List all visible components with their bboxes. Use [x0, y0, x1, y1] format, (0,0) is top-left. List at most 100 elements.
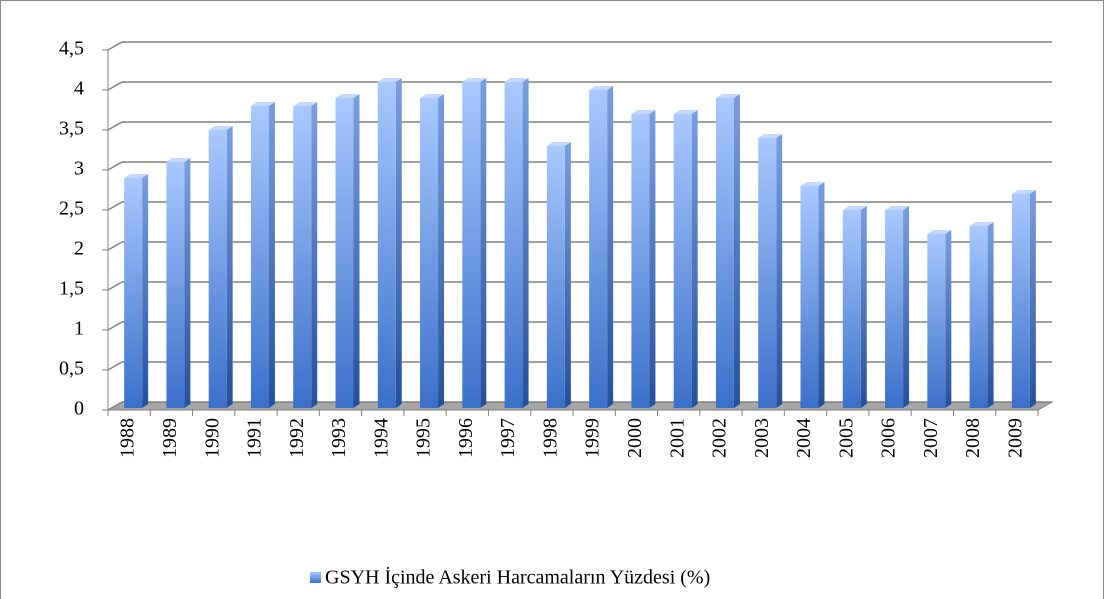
bar-top [462, 78, 487, 82]
x-tick-label: 1997 [497, 418, 519, 458]
bar-side [268, 102, 275, 408]
bar-top [800, 182, 825, 186]
y-tick-label: 1 [74, 318, 84, 340]
x-tick-label: 2001 [666, 418, 688, 458]
grid-line-side [107, 121, 123, 131]
bar [673, 114, 692, 408]
bar [1011, 194, 1030, 408]
bar-side [311, 102, 318, 408]
x-tick-label: 2008 [962, 418, 984, 458]
bar-top [885, 206, 910, 210]
x-tick-label: 1999 [582, 418, 604, 458]
y-tick-label: 2 [74, 238, 84, 260]
x-tick-label: 2000 [624, 418, 646, 458]
x-tick-label: 1992 [286, 418, 308, 458]
bar-side [733, 94, 740, 408]
bar-top [546, 142, 571, 146]
bar-top [927, 230, 952, 234]
bar [208, 130, 227, 408]
bar-side [1029, 190, 1036, 408]
bar [420, 98, 439, 408]
bar-top [589, 86, 614, 90]
bar-side [395, 78, 402, 408]
grid-line-side [107, 401, 123, 411]
bar-top [420, 94, 445, 98]
bar-side [522, 78, 529, 408]
x-tick-label: 2006 [878, 418, 900, 458]
bar [124, 178, 143, 408]
grid-line-side [107, 321, 123, 331]
bar-side [438, 94, 445, 408]
bar-side [564, 142, 571, 408]
x-tick-label: 1996 [455, 418, 477, 458]
y-tick-label: 4,5 [59, 38, 84, 60]
bar [546, 146, 565, 408]
bar-side [607, 86, 614, 408]
bar-top [377, 78, 402, 82]
grid-line-side [107, 241, 123, 251]
bar-side [945, 230, 952, 408]
grid-line-side [107, 161, 123, 171]
bar [250, 106, 269, 408]
bar-side [903, 206, 910, 408]
bar-top [842, 206, 867, 210]
bar [166, 162, 185, 408]
grid-line-side [107, 201, 123, 211]
floor [106, 401, 1054, 411]
bar [715, 98, 734, 408]
bar-top [124, 174, 149, 178]
bar-side [691, 110, 698, 408]
bar-top [1011, 190, 1036, 194]
bar-side [480, 78, 487, 408]
legend-label: GSYH İçinde Askeri Harcamaların Yüzdesi … [325, 566, 710, 589]
bar [293, 106, 312, 408]
bar [462, 82, 481, 408]
bar [377, 82, 396, 408]
x-tick-label: 2002 [709, 418, 731, 458]
grid-line-side [107, 41, 123, 51]
x-tick-label: 2003 [751, 418, 773, 458]
y-tick-label: 3 [74, 158, 84, 180]
bar [800, 186, 819, 408]
x-tick-label: 1995 [413, 418, 435, 458]
bar [842, 210, 861, 408]
x-tick-label: 2004 [793, 418, 815, 458]
bar-top [758, 134, 783, 138]
x-tick-label: 1998 [539, 418, 561, 458]
bar [589, 90, 608, 408]
bar-side [142, 174, 149, 408]
grid-line-side [107, 81, 123, 91]
x-tick-label: 1988 [117, 418, 139, 458]
y-tick-label: 1,5 [59, 278, 84, 300]
x-tick-label: 2005 [835, 418, 857, 458]
x-tick-label: 1989 [159, 418, 181, 458]
bar-side [818, 182, 825, 408]
bar-side [776, 134, 783, 408]
bar [504, 82, 523, 408]
grid-line-side [107, 361, 123, 371]
bar-top [715, 94, 740, 98]
bar-side [649, 110, 656, 408]
bar [758, 138, 777, 408]
bar-top [293, 102, 318, 106]
bar-top [208, 126, 233, 130]
bar [631, 114, 650, 408]
y-tick-label: 0,5 [59, 358, 84, 380]
x-tick-label: 1991 [244, 418, 266, 458]
bar [927, 234, 946, 408]
y-tick-label: 3,5 [59, 118, 84, 140]
y-tick-label: 0 [74, 398, 84, 420]
bar [969, 226, 988, 408]
bar-top [631, 110, 656, 114]
bar-side [987, 222, 994, 408]
y-tick-label: 2,5 [59, 198, 84, 220]
bar-top [335, 94, 360, 98]
bar-top [250, 102, 275, 106]
bar [885, 210, 904, 408]
bar [335, 98, 354, 408]
bar-side [226, 126, 233, 408]
x-tick-label: 2007 [920, 418, 942, 458]
x-tick-label: 1990 [201, 418, 223, 458]
legend-swatch [310, 572, 321, 583]
